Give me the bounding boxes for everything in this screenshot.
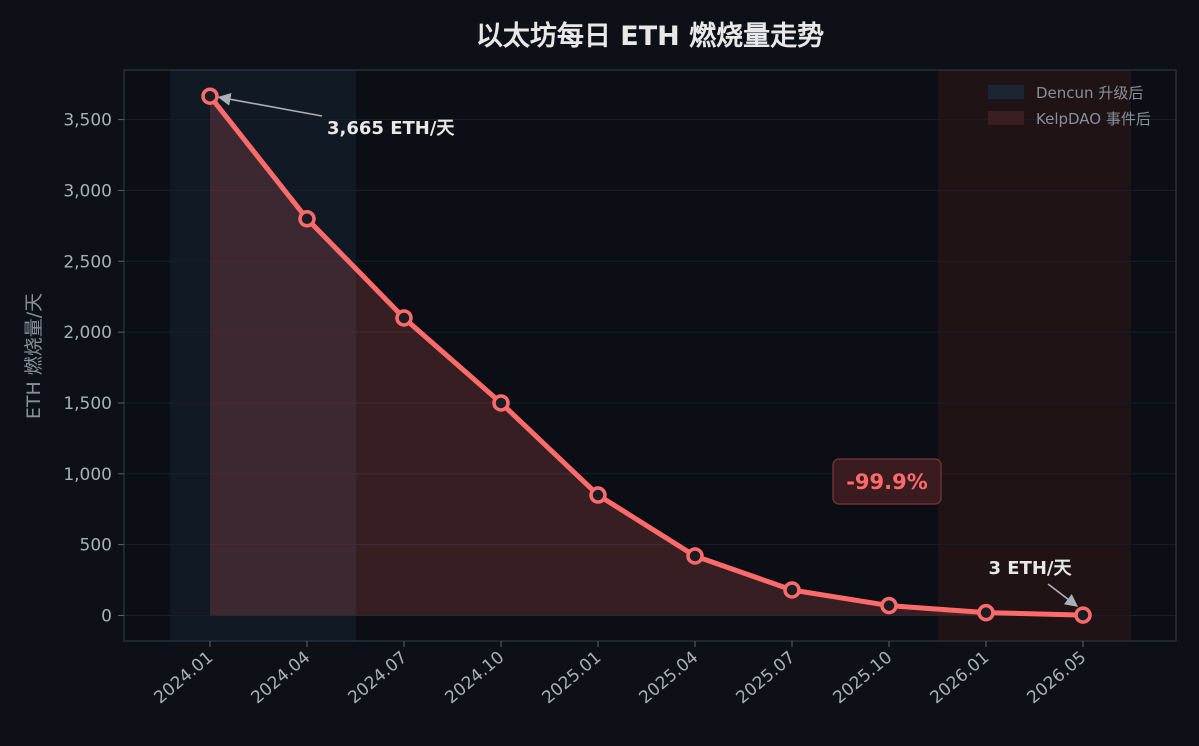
legend-swatch-2 — [988, 111, 1024, 125]
legend: Dencun 升级后 KelpDAO 事件后 — [988, 84, 1151, 128]
plot-frame — [123, 69, 1177, 642]
y-tick-label: 2,000 — [63, 323, 112, 343]
y-tick-label: 3,500 — [63, 111, 112, 131]
chart-title: 以太坊每日 ETH 燃烧量走势 — [476, 20, 824, 52]
data-point — [589, 486, 607, 504]
legend-swatch-1 — [988, 85, 1024, 99]
end-annotation-label: 3 ETH/天 — [988, 558, 1072, 579]
start-annotation-arrow — [217, 92, 323, 117]
y-tick-label: 0 — [101, 606, 112, 626]
y-tick-label: 1,500 — [63, 394, 112, 414]
change-badge-label: -99.9% — [846, 470, 928, 494]
y-tick-label: 1,000 — [63, 465, 112, 485]
end-annotation-arrow — [1047, 583, 1079, 607]
data-point — [783, 581, 801, 599]
data-point — [395, 309, 413, 327]
change-badge — [832, 458, 942, 505]
y-tick-label: 3,000 — [63, 181, 112, 201]
area-fill — [210, 96, 1083, 616]
data-point — [201, 87, 219, 105]
data-point — [492, 394, 510, 412]
data-point — [1074, 606, 1092, 624]
plot-area: 05001,0001,5002,0002,5003,0003,5002024.0… — [63, 69, 1177, 708]
start-annotation-label: 3,665 ETH/天 — [327, 118, 455, 139]
data-point — [686, 547, 704, 565]
legend-label-1: Dencun 升级后 — [1036, 84, 1143, 102]
data-point — [977, 603, 995, 622]
legend-label-2: KelpDAO 事件后 — [1036, 110, 1151, 128]
data-point — [880, 596, 898, 615]
series-line — [207, 93, 1086, 618]
y-tick-label: 2,500 — [63, 252, 112, 272]
y-axis-label: ETH 燃烧量/天 — [23, 293, 45, 419]
shaded-region-2 — [938, 70, 1131, 641]
data-point — [298, 210, 316, 228]
y-tick-label: 500 — [80, 536, 112, 556]
